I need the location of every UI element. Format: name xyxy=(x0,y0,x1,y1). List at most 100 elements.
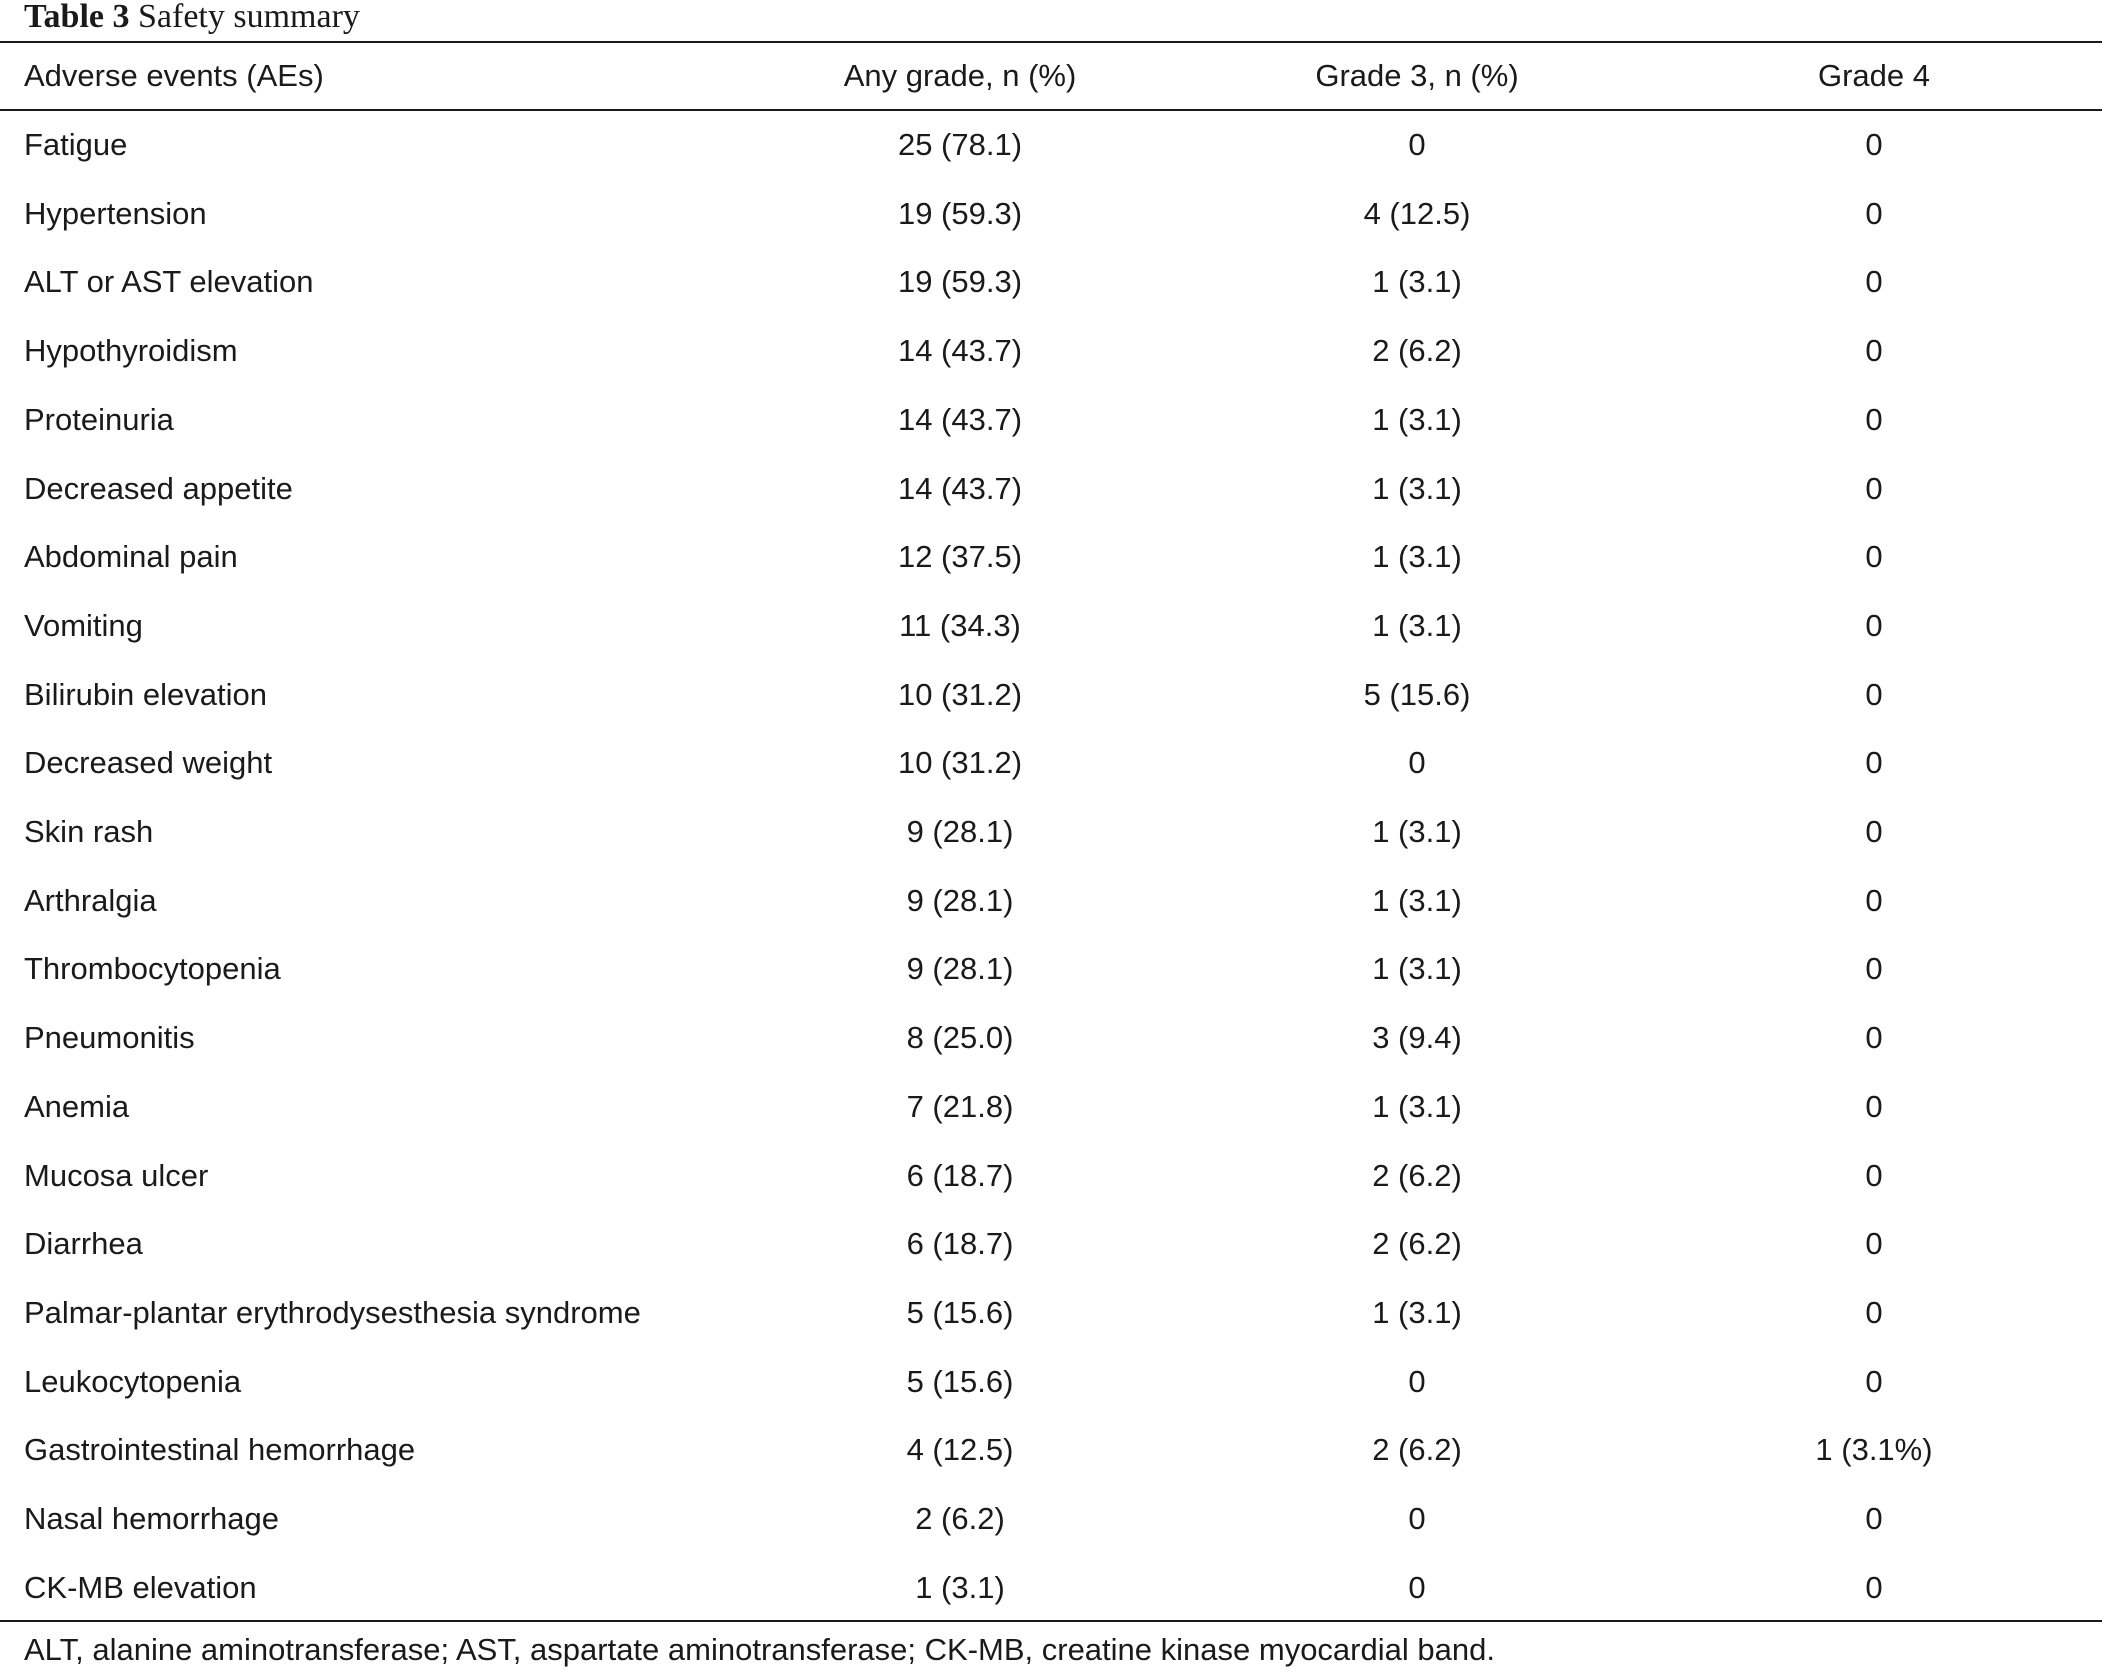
cell-adverse-event: Proteinuria xyxy=(24,401,174,437)
cell-grade-3: 1 (3.1) xyxy=(1372,401,1462,437)
cell-adverse-event: Leukocytopenia xyxy=(24,1363,242,1399)
cell-grade-4: 0 xyxy=(1865,882,1883,918)
table-row: Nasal hemorrhage 2 (6.2) 0 0 xyxy=(0,1485,2102,1554)
cell-any-grade: 11 (34.3) xyxy=(899,607,1021,643)
table-row: Leukocytopenia 5 (15.6) 0 0 xyxy=(0,1348,2102,1417)
table-row: Bilirubin elevation 10 (31.2) 5 (15.6) 0 xyxy=(0,661,2102,730)
table-row: ALT or AST elevation 19 (59.3) 1 (3.1) 0 xyxy=(0,248,2102,317)
cell-grade-4: 1 (3.1%) xyxy=(1815,1432,1933,1468)
table-row: Hypertension 19 (59.3) 4 (12.5) 0 xyxy=(0,180,2102,249)
cell-grade-4: 0 xyxy=(1865,195,1883,231)
cell-any-grade: 5 (15.6) xyxy=(906,1363,1014,1399)
cell-grade-4: 0 xyxy=(1865,1020,1883,1056)
cell-adverse-event: Skin rash xyxy=(24,814,154,849)
cell-adverse-event: Decreased weight xyxy=(24,745,273,781)
table-label: Table 3 xyxy=(24,0,130,35)
cell-grade-4: 0 xyxy=(1865,745,1883,781)
cell-adverse-event: Arthralgia xyxy=(24,882,157,918)
cell-adverse-event: Bilirubin elevation xyxy=(24,676,267,712)
bottom-rule xyxy=(0,1620,2102,1622)
cell-grade-4: 0 xyxy=(1865,401,1883,437)
cell-any-grade: 5 (15.6) xyxy=(906,1294,1014,1330)
cell-grade-4: 0 xyxy=(1865,814,1883,849)
table-header-row: Adverse events (AEs) Any grade, n (%) Gr… xyxy=(0,42,2102,111)
cell-grade-4: 0 xyxy=(1865,264,1883,300)
cell-grade-4: 0 xyxy=(1865,470,1883,506)
cell-grade-3: 3 (9.4) xyxy=(1372,1020,1462,1056)
table-row: Pneumonitis 8 (25.0) 3 (9.4) 0 xyxy=(0,1004,2102,1073)
cell-any-grade: 2 (6.2) xyxy=(915,1501,1005,1536)
cell-grade-3: 1 (3.1) xyxy=(1372,1088,1462,1124)
cell-adverse-event: Nasal hemorrhage xyxy=(24,1501,280,1536)
cell-grade-4: 0 xyxy=(1865,1363,1883,1399)
cell-grade-3: 1 (3.1) xyxy=(1372,470,1462,506)
cell-adverse-event: Gastrointestinal hemorrhage xyxy=(24,1432,416,1468)
cell-any-grade: 14 (43.7) xyxy=(897,401,1023,437)
cell-grade-4: 0 xyxy=(1865,1088,1883,1124)
cell-adverse-event: Vomiting xyxy=(24,607,143,643)
cell-adverse-event: Abdominal pain xyxy=(24,539,238,575)
cell-grade-3: 4 (12.5) xyxy=(1363,195,1471,231)
cell-any-grade: 19 (59.3) xyxy=(897,264,1023,300)
cell-grade-3: 0 xyxy=(1408,745,1426,781)
cell-grade-3: 2 (6.2) xyxy=(1372,1226,1462,1262)
cell-grade-4: 0 xyxy=(1865,127,1883,162)
table-row: Decreased weight 10 (31.2) 0 0 xyxy=(0,729,2102,798)
cell-grade-4: 0 xyxy=(1865,676,1883,712)
cell-any-grade: 19 (59.3) xyxy=(897,195,1023,231)
table-row: Abdominal pain 12 (37.5) 1 (3.1) 0 xyxy=(0,523,2102,592)
cell-grade-3: 0 xyxy=(1408,127,1426,162)
cell-adverse-event: Hypertension xyxy=(24,195,207,231)
cell-grade-4: 0 xyxy=(1865,539,1883,575)
table-row: Hypothyroidism 14 (43.7) 2 (6.2) 0 xyxy=(0,317,2102,386)
cell-any-grade: 4 (12.5) xyxy=(906,1432,1014,1468)
cell-grade-3: 1 (3.1) xyxy=(1372,1294,1462,1330)
column-header-adverse-events: Adverse events (AEs) xyxy=(24,58,324,93)
cell-any-grade: 25 (78.1) xyxy=(897,127,1023,162)
cell-any-grade: 14 (43.7) xyxy=(897,333,1023,369)
cell-grade-3: 1 (3.1) xyxy=(1372,882,1462,918)
table-row: Decreased appetite 14 (43.7) 1 (3.1) 0 xyxy=(0,455,2102,524)
cell-grade-4: 0 xyxy=(1865,607,1883,643)
cell-adverse-event: Hypothyroidism xyxy=(24,333,238,369)
cell-any-grade: 14 (43.7) xyxy=(897,470,1023,506)
cell-any-grade: 12 (37.5) xyxy=(897,539,1023,575)
cell-adverse-event: Fatigue xyxy=(24,127,128,162)
cell-grade-3: 0 xyxy=(1408,1501,1426,1536)
cell-adverse-event: Mucosa ulcer xyxy=(24,1157,209,1193)
cell-any-grade: 9 (28.1) xyxy=(906,951,1014,987)
cell-grade-3: 1 (3.1) xyxy=(1372,264,1462,300)
cell-any-grade: 9 (28.1) xyxy=(906,814,1014,849)
table-row: Proteinuria 14 (43.7) 1 (3.1) 0 xyxy=(0,386,2102,455)
cell-grade-3: 1 (3.1) xyxy=(1372,814,1462,849)
table-row: Gastrointestinal hemorrhage 4 (12.5) 2 (6.… xyxy=(0,1416,2102,1485)
table-row: Arthralgia 9 (28.1) 1 (3.1) 0 xyxy=(0,867,2102,936)
column-header-grade-3: Grade 3, n (%) xyxy=(1315,58,1519,93)
cell-adverse-event: CK-MB elevation xyxy=(24,1569,257,1605)
cell-adverse-event: ALT or AST elevation xyxy=(24,264,314,300)
table-title: Safety summary xyxy=(138,0,360,35)
cell-grade-3: 1 (3.1) xyxy=(1372,951,1462,987)
cell-adverse-event: Diarrhea xyxy=(24,1226,143,1262)
table-row: CK-MB elevation 1 (3.1) 0 0 xyxy=(0,1554,2102,1623)
table-row: Fatigue 25 (78.1) 0 0 xyxy=(0,111,2102,180)
cell-grade-4: 0 xyxy=(1865,1157,1883,1193)
cell-any-grade: 10 (31.2) xyxy=(897,676,1023,712)
cell-adverse-event: Pneumonitis xyxy=(24,1020,195,1056)
cell-grade-3: 5 (15.6) xyxy=(1363,676,1471,712)
cell-grade-4: 0 xyxy=(1865,1501,1883,1536)
cell-adverse-event: Decreased appetite xyxy=(24,470,293,506)
cell-grade-3: 0 xyxy=(1408,1363,1426,1399)
cell-any-grade: 10 (31.2) xyxy=(897,745,1023,781)
cell-grade-4: 0 xyxy=(1865,1294,1883,1330)
cell-adverse-event: Palmar-plantar erythrodysesthesia syndro… xyxy=(24,1294,641,1330)
column-header-grade-4: Grade 4 xyxy=(1817,58,1930,93)
cell-grade-3: 1 (3.1) xyxy=(1372,607,1462,643)
cell-any-grade: 8 (25.0) xyxy=(906,1020,1014,1056)
cell-grade-4: 0 xyxy=(1865,333,1883,369)
table-footnote: ALT, alanine aminotransferase; AST, aspa… xyxy=(24,1632,1495,1667)
cell-grade-4: 0 xyxy=(1865,1569,1883,1605)
table-row: Thrombocytopenia 9 (28.1) 1 (3.1) 0 xyxy=(0,935,2102,1004)
cell-grade-3: 2 (6.2) xyxy=(1372,1432,1462,1468)
cell-grade-3: 1 (3.1) xyxy=(1372,539,1462,575)
